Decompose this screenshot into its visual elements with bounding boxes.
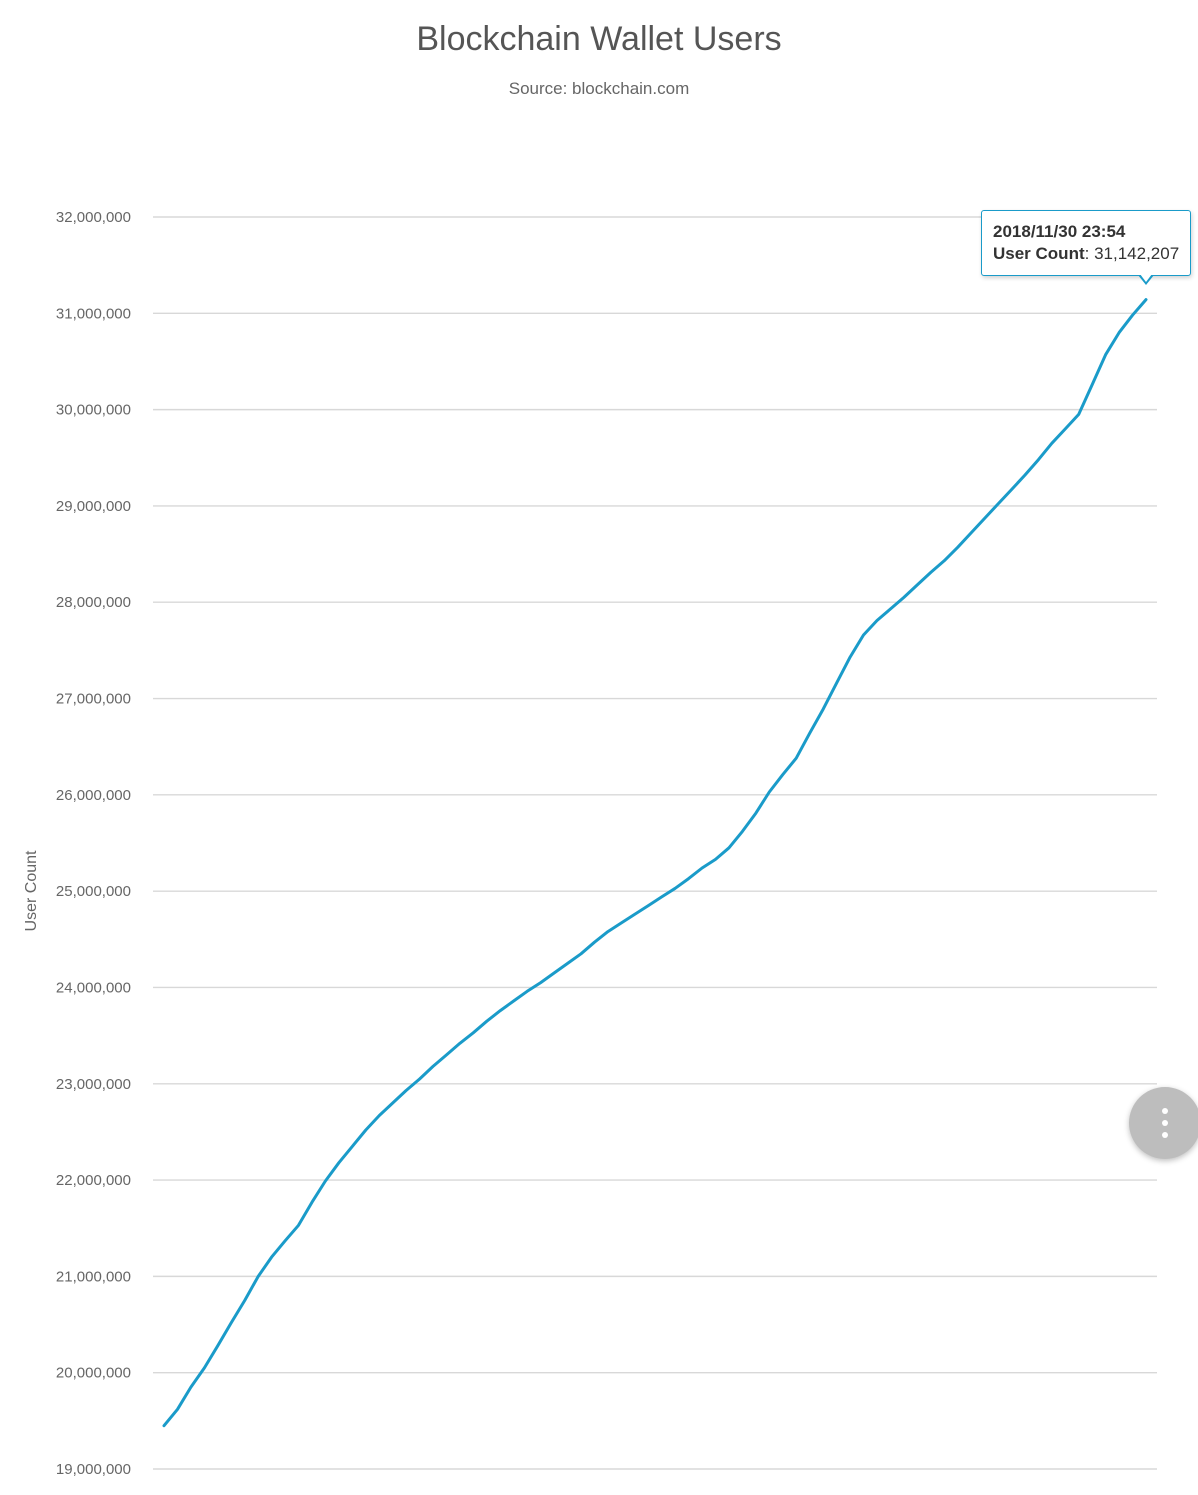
y-tick-label: 23,000,000 <box>56 1076 131 1093</box>
tooltip-pointer-fill <box>1140 274 1152 282</box>
more-vert-icon-dot <box>1162 1132 1168 1138</box>
y-tick-label: 27,000,000 <box>56 691 131 708</box>
gridlines <box>153 216 1157 1470</box>
series-line[interactable] <box>162 298 1148 1428</box>
tooltip-row: User Count: 31,142,207 <box>993 244 1180 263</box>
tooltip-date: 2018/11/30 23:54 <box>993 222 1126 241</box>
more-vert-icon-dot <box>1162 1120 1168 1126</box>
chart-menu-button[interactable] <box>1129 1087 1198 1159</box>
y-tick-label: 22,000,000 <box>56 1172 131 1189</box>
tooltip-value: 31,142,207 <box>1094 244 1180 263</box>
data-tooltip: 2018/11/30 23:54 User Count: 31,142,207 <box>981 210 1191 276</box>
y-tick-label: 28,000,000 <box>56 594 131 611</box>
y-tick-label: 26,000,000 <box>56 787 131 804</box>
y-tick-label: 31,000,000 <box>56 305 131 322</box>
y-tick-label: 24,000,000 <box>56 979 131 996</box>
y-tick-label: 21,000,000 <box>56 1268 131 1285</box>
series-layer <box>162 298 1148 1428</box>
chart-title: Blockchain Wallet Users <box>416 20 782 58</box>
y-tick-label: 25,000,000 <box>56 883 131 900</box>
y-tick-label: 32,000,000 <box>56 209 131 226</box>
y-axis-label: User Count <box>23 850 40 931</box>
y-tick-label: 30,000,000 <box>56 402 131 419</box>
y-tick-label: 20,000,000 <box>56 1365 131 1382</box>
y-tick-label: 19,000,000 <box>56 1461 131 1478</box>
y-axis-ticks: 19,000,000 20,000,000 21,000,000 22,000,000… <box>56 209 131 1478</box>
chart-subtitle: Source: blockchain.com <box>508 79 690 98</box>
more-vert-icon <box>1162 1108 1168 1114</box>
tooltip-key: User Count <box>993 244 1085 263</box>
y-tick-label: 29,000,000 <box>56 498 131 515</box>
